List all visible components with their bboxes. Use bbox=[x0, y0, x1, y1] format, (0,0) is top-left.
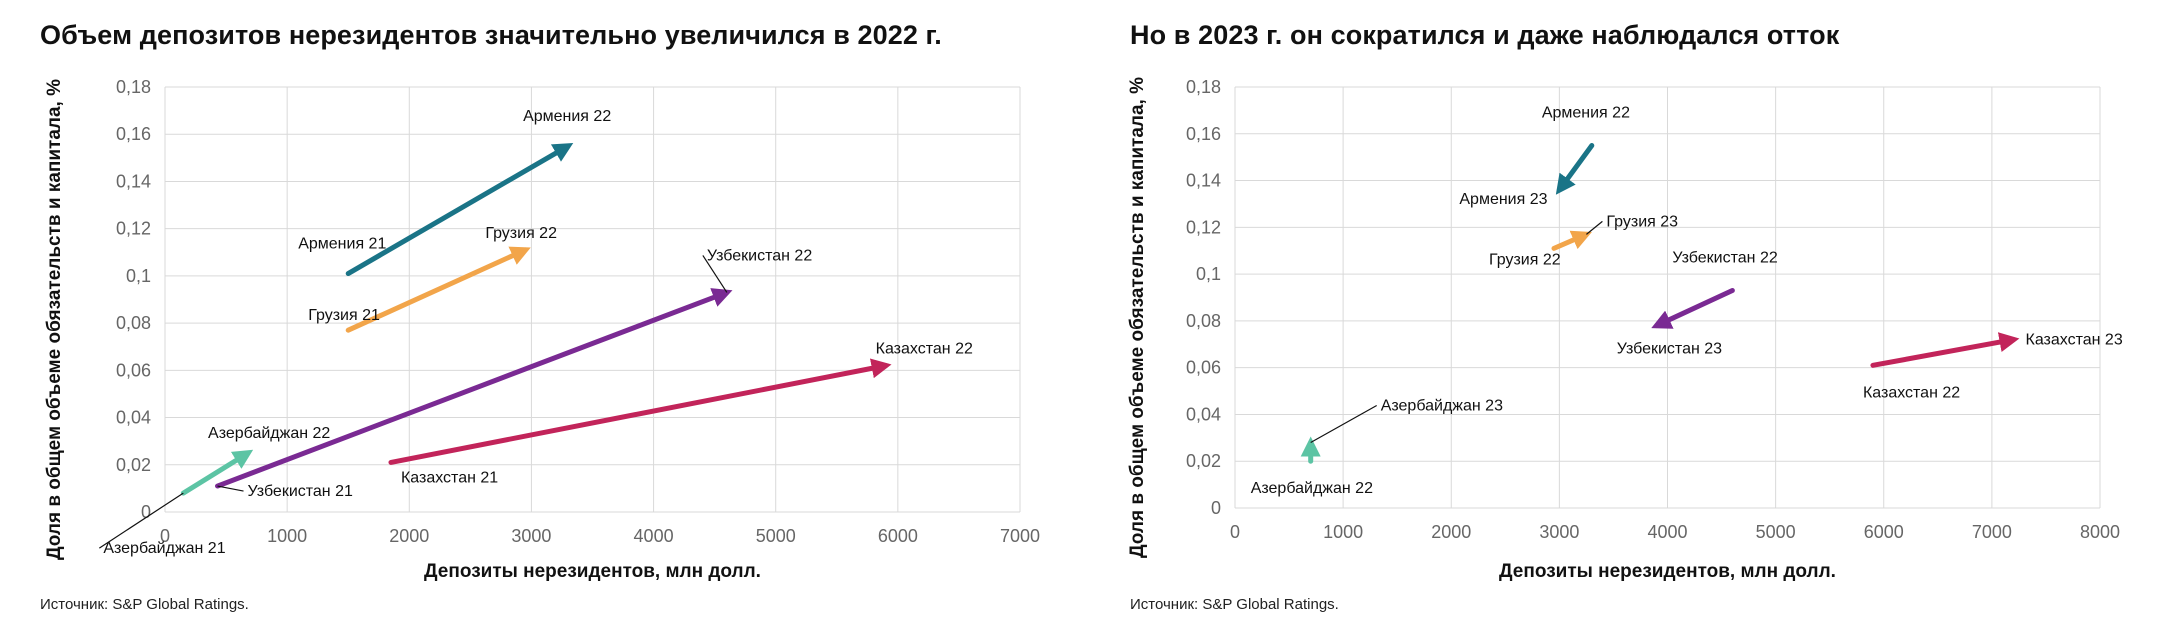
point-label: Армения 22 bbox=[523, 108, 611, 125]
x-tick-label: 5000 bbox=[1756, 522, 1796, 542]
point-label: Казахстан 21 bbox=[401, 469, 498, 486]
chart-panel-left: Объем депозитов нерезидентов значительно… bbox=[40, 20, 1040, 613]
series-arrow bbox=[180, 449, 254, 496]
series-arrow bbox=[1551, 230, 1592, 251]
x-tick-label: 6000 bbox=[878, 526, 918, 546]
y-tick-label: 0,08 bbox=[116, 313, 151, 333]
y-tick-label: 0,02 bbox=[116, 455, 151, 475]
point-label: Азербайджан 23 bbox=[1381, 398, 1503, 415]
point-label: Армения 21 bbox=[298, 236, 386, 253]
y-tick-label: 0,12 bbox=[1186, 217, 1221, 237]
point-label: Узбекистан 22 bbox=[707, 247, 812, 264]
series-arrow bbox=[1651, 287, 1735, 329]
y-tick-label: 0,14 bbox=[116, 171, 151, 191]
y-tick-label: 0,02 bbox=[1186, 451, 1221, 471]
label-leader bbox=[1310, 404, 1377, 444]
x-tick-label: 0 bbox=[160, 526, 170, 546]
gridlines bbox=[164, 86, 1021, 513]
y-tick-label: 0,08 bbox=[1186, 311, 1221, 331]
chart-panel-right: Но в 2023 г. он сократился и даже наблюд… bbox=[1080, 0, 2160, 633]
source-note: Источник: S&P Global Ratings. bbox=[1130, 596, 1339, 613]
y-tick-label: 0,18 bbox=[116, 77, 151, 97]
point-label: Казахстан 22 bbox=[876, 341, 973, 358]
y-axis-title: Доля в общем объеме обязательств и капит… bbox=[1127, 77, 1148, 558]
series-arrow bbox=[215, 288, 733, 489]
x-tick-label: 0 bbox=[1230, 522, 1240, 542]
y-tick-label: 0,18 bbox=[1186, 77, 1221, 97]
label-leader bbox=[98, 492, 184, 549]
point-label: Казахстан 23 bbox=[2026, 332, 2123, 349]
y-tick-label: 0,12 bbox=[116, 219, 151, 239]
point-label: Грузия 22 bbox=[1489, 251, 1561, 268]
series-arrow bbox=[1555, 142, 1595, 195]
point-label: Азербайджан 22 bbox=[208, 425, 330, 442]
chart-svg: 0 0,02 0,04 0,06 0,08 0,1 0,12 0,14 0,16 0,18 0 100… bbox=[44, 77, 1040, 582]
chart-title: Объем депозитов нерезидентов значительно… bbox=[40, 20, 942, 50]
point-label: Грузия 22 bbox=[485, 225, 557, 242]
chart-title: Но в 2023 г. он сократился и даже наблюд… bbox=[1130, 20, 1840, 50]
x-tick-label: 7000 bbox=[1000, 526, 1040, 546]
x-tick-label: 8000 bbox=[2080, 522, 2120, 542]
y-tick-label: 0,06 bbox=[116, 360, 151, 380]
y-tick-label: 0,1 bbox=[126, 266, 151, 286]
point-label: Грузия 23 bbox=[1606, 213, 1678, 230]
gridlines bbox=[1234, 86, 2101, 509]
x-tick-label: 5000 bbox=[756, 526, 796, 546]
y-tick-label: 0,16 bbox=[116, 124, 151, 144]
series-arrow bbox=[345, 143, 574, 277]
label-leader bbox=[217, 485, 244, 492]
x-tick-label: 3000 bbox=[511, 526, 551, 546]
x-tick-label: 7000 bbox=[1972, 522, 2012, 542]
series-arrow bbox=[388, 358, 892, 465]
point-label: Казахстан 22 bbox=[1863, 384, 1960, 401]
y-tick-label: 0,16 bbox=[1186, 124, 1221, 144]
point-label: Узбекистан 21 bbox=[248, 483, 353, 500]
x-tick-label: 2000 bbox=[1431, 522, 1471, 542]
x-tick-label: 2000 bbox=[389, 526, 429, 546]
y-tick-label: 0,04 bbox=[116, 408, 151, 428]
y-tick-label: 0,04 bbox=[1186, 404, 1221, 424]
label-leader bbox=[702, 255, 728, 293]
x-tick-label: 4000 bbox=[634, 526, 674, 546]
series-arrow bbox=[345, 246, 531, 333]
x-tick-label: 3000 bbox=[1539, 522, 1579, 542]
point-label: Узбекистан 23 bbox=[1617, 341, 1722, 358]
series-arrow bbox=[1870, 332, 2020, 368]
y-axis-title: Доля в общем объеме обязательств и капит… bbox=[44, 79, 65, 560]
point-label: Азербайджан 22 bbox=[1251, 480, 1373, 497]
x-tick-label: 4000 bbox=[1647, 522, 1687, 542]
x-tick-label: 6000 bbox=[1864, 522, 1904, 542]
x-tick-label: 1000 bbox=[1323, 522, 1363, 542]
y-tick-label: 0 bbox=[141, 502, 151, 522]
source-note: Источник: S&P Global Ratings. bbox=[40, 596, 249, 613]
label-leader bbox=[1586, 220, 1603, 235]
y-tick-label: 0,1 bbox=[1196, 264, 1221, 284]
y-tick-label: 0 bbox=[1211, 498, 1221, 518]
point-label: Грузия 21 bbox=[308, 307, 380, 324]
x-tick-label: 1000 bbox=[267, 526, 307, 546]
y-tick-label: 0,06 bbox=[1186, 358, 1221, 378]
point-label: Азербайджан 21 bbox=[103, 540, 225, 557]
x-axis-title: Депозиты нерезидентов, млн долл. bbox=[424, 561, 761, 582]
x-axis-title: Депозиты нерезидентов, млн долл. bbox=[1499, 561, 1836, 582]
point-label: Армения 22 bbox=[1542, 104, 1630, 121]
y-tick-label: 0,14 bbox=[1186, 171, 1221, 191]
point-label: Армения 23 bbox=[1459, 191, 1547, 208]
chart-svg: 0 0,02 0,04 0,06 0,08 0,1 0,12 0,14 0,16 0,18 0 100… bbox=[1127, 77, 2123, 582]
point-label: Узбекистан 22 bbox=[1672, 249, 1777, 266]
